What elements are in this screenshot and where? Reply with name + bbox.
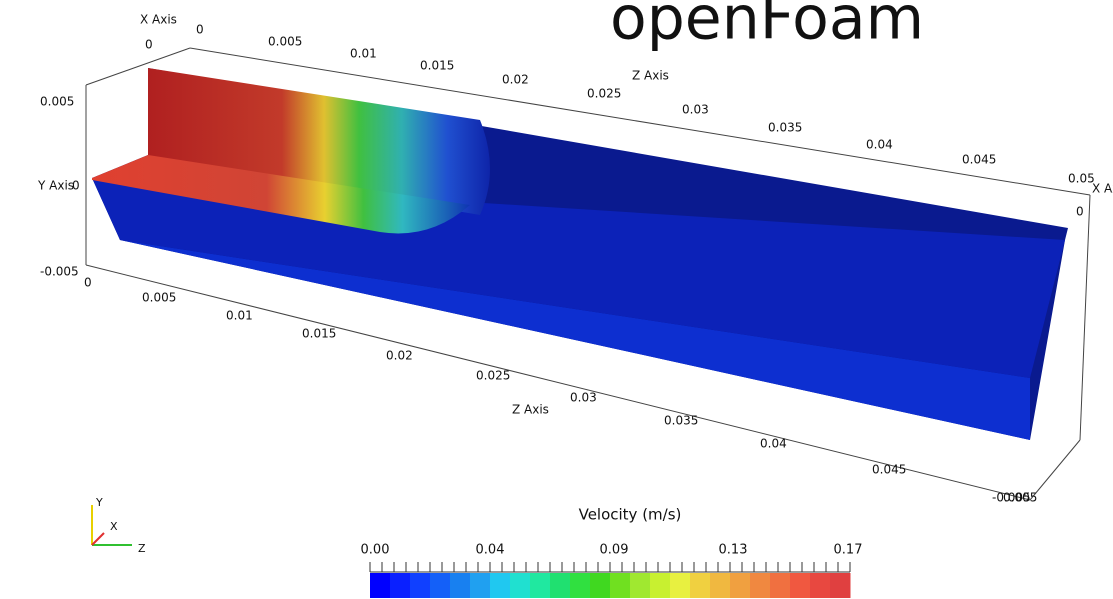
colorbar-tick-label: 0.13 bbox=[719, 543, 748, 558]
colorbar-swatch bbox=[510, 573, 531, 598]
axis-label: -0.005 bbox=[40, 265, 79, 279]
axis-label: 0.04 bbox=[760, 437, 787, 451]
axis-label: 0.005 bbox=[142, 291, 176, 305]
colorbar-swatch bbox=[550, 573, 571, 598]
axis-label: 0.045 bbox=[872, 463, 906, 477]
orientation-label: X bbox=[110, 520, 118, 533]
colorbar-title: Velocity (m/s) bbox=[579, 506, 682, 524]
axis-label: 0.005 bbox=[1003, 491, 1037, 505]
colorbar-swatch bbox=[730, 573, 751, 598]
colorbar-swatch bbox=[470, 573, 491, 598]
colorbar-swatch bbox=[630, 573, 651, 598]
colorbar-tick-label: 0.17 bbox=[834, 543, 863, 558]
axis-label: 0.05 bbox=[1068, 172, 1095, 186]
axis-label: 0 bbox=[84, 276, 92, 290]
axis-label: Z Axis bbox=[512, 403, 549, 417]
colorbar-swatch bbox=[790, 573, 811, 598]
colorbar-swatch bbox=[690, 573, 711, 598]
colorbar-swatch bbox=[390, 573, 411, 598]
colorbar-swatch bbox=[830, 573, 851, 598]
axis-label: 0.005 bbox=[40, 95, 74, 109]
colorbar-swatch bbox=[810, 573, 831, 598]
render-view: openFoam X Axis00.005Y Axis0-0.00500.005… bbox=[0, 0, 1113, 599]
colorbar-swatch bbox=[750, 573, 771, 598]
axis-label: 0.01 bbox=[350, 47, 377, 61]
axis-label: 0.03 bbox=[570, 391, 597, 405]
colorbar-tick-label: 0.04 bbox=[476, 543, 505, 558]
colorbar-swatch bbox=[410, 573, 431, 598]
axis-label: X Axis bbox=[140, 13, 177, 27]
axis-label: 0 bbox=[145, 38, 153, 52]
colorbar-swatch bbox=[430, 573, 451, 598]
colorbar-tick-label: 0.00 bbox=[361, 543, 390, 558]
colorbar-tick-label: 0.09 bbox=[600, 543, 629, 558]
axis-label: 0.02 bbox=[386, 349, 413, 363]
axis-label: 0.01 bbox=[226, 309, 253, 323]
axis-label: Y Axis bbox=[37, 179, 74, 193]
orientation-label: Y bbox=[95, 496, 103, 509]
colorbar-swatch bbox=[370, 573, 391, 598]
axis-label: 0.025 bbox=[587, 87, 621, 101]
axis-label: 0.045 bbox=[962, 153, 996, 167]
colorbar-swatch bbox=[650, 573, 671, 598]
colorbar-swatch bbox=[610, 573, 631, 598]
colorbar: 0.00 0.04 0.09 0.13 0.17 bbox=[361, 543, 863, 599]
title: openFoam bbox=[610, 0, 924, 54]
axis-label: 0.03 bbox=[682, 103, 709, 117]
colorbar-swatch bbox=[450, 573, 471, 598]
colorbar-swatch bbox=[770, 573, 791, 598]
colorbar-swatch bbox=[530, 573, 551, 598]
colorbar-swatch bbox=[670, 573, 691, 598]
axis-label: 0.015 bbox=[302, 327, 336, 341]
axis-label: 0.025 bbox=[476, 369, 510, 383]
axis-label: 0 bbox=[72, 179, 80, 193]
axis-label: 0 bbox=[1076, 205, 1084, 219]
axis-label: 0.035 bbox=[768, 121, 802, 135]
axis-label: 0.04 bbox=[866, 138, 893, 152]
colorbar-swatch bbox=[490, 573, 511, 598]
axis-label: 0.005 bbox=[268, 35, 302, 49]
axis-label: 0.015 bbox=[420, 59, 454, 73]
colorbar-swatch bbox=[570, 573, 591, 598]
colorbar-swatch bbox=[590, 573, 611, 598]
axis-label: 0.02 bbox=[502, 73, 529, 87]
axis-label: 0.035 bbox=[664, 414, 698, 428]
axis-label: X Axis bbox=[1092, 182, 1113, 196]
orientation-label: Z bbox=[138, 542, 146, 555]
axis-label: Z Axis bbox=[632, 69, 669, 83]
axis-label: 0 bbox=[196, 23, 204, 37]
colorbar-swatch bbox=[710, 573, 731, 598]
